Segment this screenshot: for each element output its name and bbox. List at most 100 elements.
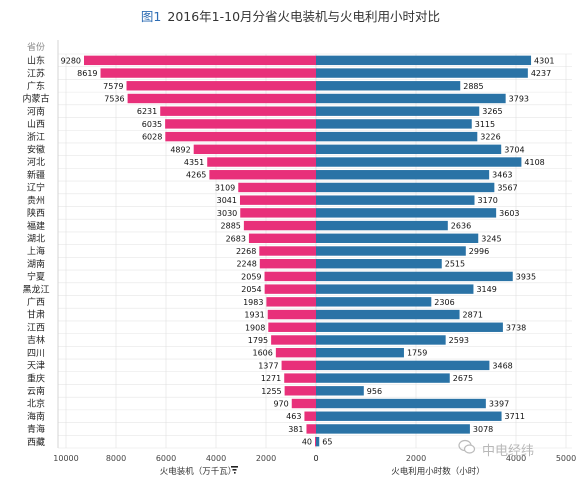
- chart-row: 江西 1908 3738: [27, 322, 526, 333]
- bar-installed-capacity: [238, 182, 316, 193]
- bar-utilization-hours: [316, 119, 472, 129]
- data-label-installed-capacity: 2054: [241, 285, 261, 294]
- chart-row: 上海 2268 2996: [27, 245, 489, 257]
- bar-utilization-hours: [316, 373, 450, 383]
- chart-row: 江苏 8619 4237: [27, 67, 551, 79]
- category-label: 北京: [27, 398, 45, 410]
- data-label-utilization-hours: 2996: [469, 247, 489, 256]
- category-label: 青海: [27, 423, 45, 435]
- chart-row: 安徽 4892 3704: [27, 144, 525, 156]
- data-label-installed-capacity: 7536: [104, 94, 124, 103]
- bar-utilization-hours: [316, 271, 513, 282]
- data-label-utilization-hours: 3115: [475, 120, 495, 129]
- chart-row: 湖南 2248 2515: [27, 258, 465, 270]
- data-label-installed-capacity: 2268: [236, 247, 256, 256]
- data-label-utilization-hours: 1759: [407, 349, 427, 358]
- bar-installed-capacity: [267, 309, 316, 320]
- data-label-installed-capacity: 2683: [226, 234, 246, 243]
- category-label: 重庆: [27, 372, 45, 384]
- data-label-installed-capacity: 381: [288, 425, 303, 434]
- bar-installed-capacity: [209, 170, 316, 180]
- bar-utilization-hours: [316, 68, 528, 78]
- bar-installed-capacity: [304, 411, 316, 421]
- bar-utilization-hours: [316, 424, 470, 434]
- bar-utilization-hours: [316, 93, 506, 104]
- bar-utilization-hours: [316, 220, 448, 231]
- bar-utilization-hours: [316, 233, 479, 243]
- bar-installed-capacity: [281, 360, 316, 371]
- x-tick-left: 2000: [256, 454, 276, 463]
- bar-installed-capacity: [165, 119, 316, 129]
- data-label-installed-capacity: 4265: [186, 171, 206, 180]
- bar-installed-capacity: [284, 386, 316, 396]
- category-label: 广西: [27, 296, 45, 308]
- data-label-installed-capacity: 9280: [61, 56, 81, 65]
- category-label: 西藏: [27, 436, 45, 448]
- chart-row: 山东 9280 4301: [27, 55, 554, 67]
- chart-row: 吉林 1795 2593: [27, 334, 469, 346]
- x-tick-right: 0: [313, 454, 318, 463]
- chart-row: 天津 1377 3468: [27, 361, 513, 372]
- chart-row: 宁夏 2059 3935: [27, 271, 536, 283]
- category-label: 云南: [27, 385, 45, 397]
- category-header: 省份: [27, 41, 45, 53]
- category-label: 黑龙江: [22, 283, 49, 295]
- category-label: 辽宁: [27, 182, 45, 194]
- bar-utilization-hours: [316, 195, 475, 205]
- chart-rows: 山东 9280 4301 江苏 8619 4237 广东 7579 2885 内蒙古 7536 379…: [22, 55, 554, 448]
- data-label-utilization-hours: 4108: [524, 158, 544, 167]
- data-label-installed-capacity: 2885: [221, 222, 241, 231]
- wechat-icon: [458, 439, 476, 454]
- category-label: 内蒙古: [22, 93, 49, 105]
- bar-utilization-hours: [316, 208, 497, 218]
- data-label-installed-capacity: 1255: [261, 387, 281, 396]
- data-label-utilization-hours: 3603: [499, 209, 519, 218]
- filter-icon[interactable]: [231, 466, 238, 474]
- chart-row: 内蒙古 7536 3793: [22, 93, 529, 105]
- category-label: 湖北: [27, 233, 45, 244]
- data-label-installed-capacity: 970: [273, 400, 288, 409]
- grid-lines: [57, 40, 572, 449]
- bar-installed-capacity: [160, 106, 316, 116]
- data-label-utilization-hours: 3711: [505, 412, 525, 421]
- bar-installed-capacity: [259, 246, 316, 256]
- data-label-utilization-hours: 3935: [516, 272, 536, 281]
- bar-installed-capacity: [259, 259, 316, 269]
- chart-row: 黑龙江 2054 3149: [22, 283, 496, 295]
- x-tick-left: 0: [313, 454, 318, 463]
- data-label-utilization-hours: 4237: [531, 69, 551, 78]
- chart-row: 辽宁 3109 3567: [27, 182, 518, 194]
- x-tick-left: 8000: [106, 454, 126, 463]
- x-axis-label-right: 火电利用小时数（小时）: [391, 466, 485, 477]
- bar-utilization-hours: [316, 81, 461, 91]
- category-label: 宁夏: [27, 271, 45, 283]
- bar-utilization-hours: [316, 170, 490, 180]
- category-label: 江西: [27, 322, 45, 333]
- x-tick-left: 6000: [156, 454, 176, 463]
- data-label-installed-capacity: 6035: [142, 120, 162, 129]
- bar-utilization-hours: [316, 360, 490, 371]
- bar-utilization-hours: [316, 106, 480, 116]
- bar-utilization-hours: [316, 309, 460, 320]
- data-label-installed-capacity: 1795: [248, 336, 268, 345]
- data-label-utilization-hours: 3265: [482, 107, 502, 116]
- chart-row: 湖北 2683 3245: [27, 233, 502, 244]
- bar-installed-capacity: [268, 322, 316, 332]
- data-label-utilization-hours: 2675: [453, 374, 473, 383]
- x-tick-left: 10000: [53, 454, 78, 463]
- bar-utilization-hours: [316, 297, 432, 307]
- data-label-utilization-hours: 3738: [506, 323, 526, 332]
- data-label-installed-capacity: 1606: [252, 349, 272, 358]
- bar-utilization-hours: [316, 259, 442, 269]
- bar-installed-capacity: [127, 93, 316, 104]
- data-label-installed-capacity: 40: [302, 438, 312, 447]
- category-label: 安徽: [27, 144, 45, 156]
- data-label-installed-capacity: 1377: [258, 361, 278, 370]
- bar-installed-capacity: [291, 398, 316, 409]
- category-label: 海南: [27, 410, 45, 422]
- category-label: 福建: [27, 220, 45, 232]
- data-label-utilization-hours: 3397: [489, 400, 509, 409]
- category-label: 山东: [27, 55, 45, 67]
- bar-installed-capacity: [266, 297, 316, 307]
- data-label-utilization-hours: 2593: [449, 336, 469, 345]
